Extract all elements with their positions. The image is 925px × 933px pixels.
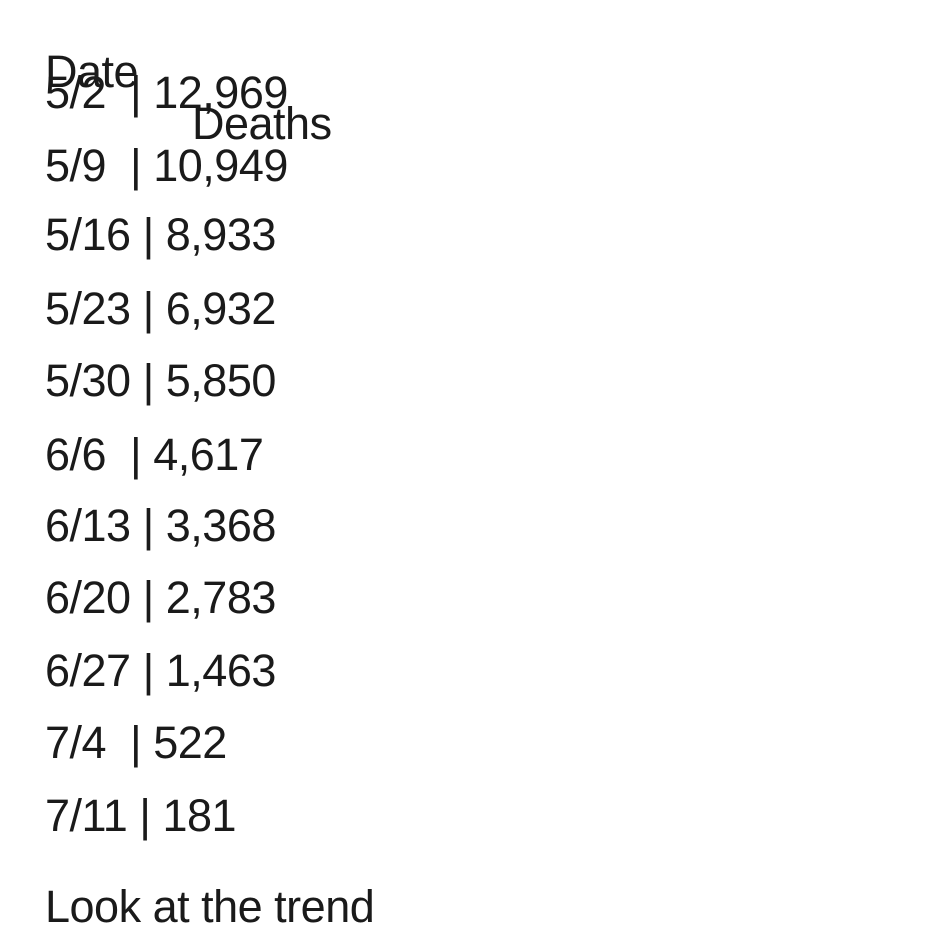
table-row: 6/13 | 3,368 xyxy=(45,500,276,551)
table-row: 5/9 | 10,949 xyxy=(45,140,288,191)
table-row: 5/23 | 6,932 xyxy=(45,283,276,334)
table-row: 6/6 | 4,617 xyxy=(45,429,264,480)
note-text-area: Date Deaths 5/2 | 12,969 5/9 | 10,949 5/… xyxy=(45,0,905,932)
table-row: 5/16 | 8,933 xyxy=(45,209,276,260)
table-row: 7/4 | 522 xyxy=(45,717,227,768)
footer-text: Look at the trend xyxy=(45,881,375,932)
header-row: Date Deaths xyxy=(45,0,445,202)
table-row: 5/2 | 12,969 xyxy=(45,67,288,118)
table-row: 7/11 | 181 xyxy=(45,790,237,841)
table-row: 5/30 | 5,850 xyxy=(45,355,276,406)
deaths-header: Deaths xyxy=(192,98,332,149)
date-header: Date xyxy=(45,46,139,97)
table-row: 6/27 | 1,463 xyxy=(45,645,276,696)
table-row: 6/20 | 2,783 xyxy=(45,572,276,623)
